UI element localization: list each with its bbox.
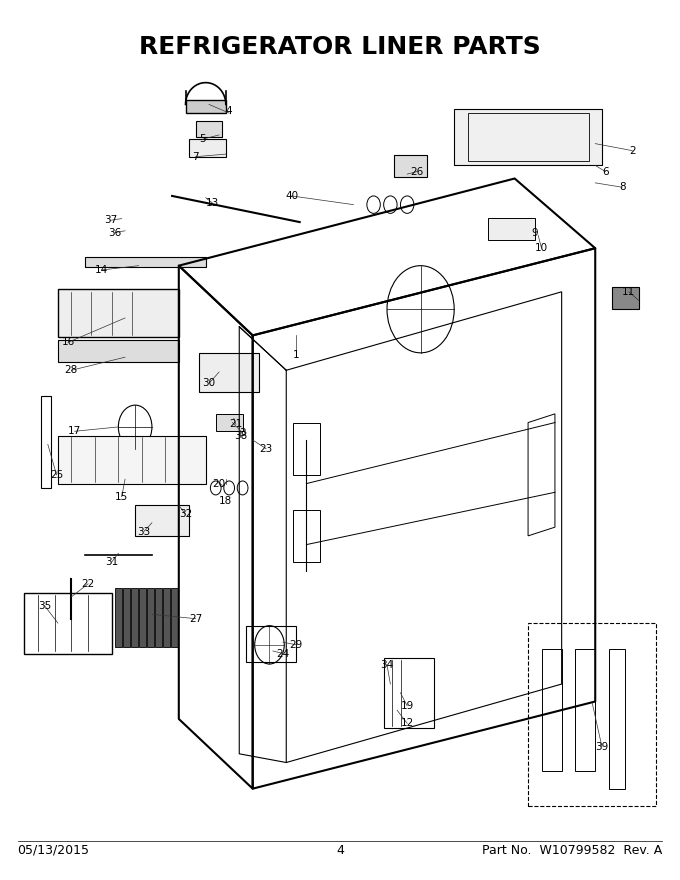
Text: 25: 25 — [50, 470, 63, 480]
Text: 27: 27 — [189, 613, 202, 624]
Text: 38: 38 — [234, 430, 248, 441]
Text: 19: 19 — [401, 700, 414, 711]
Bar — [196, 121, 222, 136]
Text: 4: 4 — [336, 844, 344, 856]
Text: 9: 9 — [532, 228, 538, 238]
Text: 22: 22 — [82, 579, 95, 589]
Text: 17: 17 — [68, 426, 82, 436]
Bar — [58, 290, 179, 337]
Bar — [394, 155, 427, 177]
Bar — [468, 114, 588, 161]
Text: 37: 37 — [103, 216, 117, 225]
Bar — [189, 139, 226, 157]
Text: 6: 6 — [602, 166, 609, 177]
Bar — [384, 658, 434, 728]
Bar — [199, 353, 259, 392]
Text: 7: 7 — [192, 151, 199, 162]
Text: 20: 20 — [213, 479, 226, 488]
Text: 26: 26 — [411, 166, 424, 177]
Text: 05/13/2015: 05/13/2015 — [18, 844, 90, 856]
Text: 10: 10 — [535, 243, 548, 253]
Bar — [115, 588, 122, 648]
Text: 1: 1 — [293, 349, 300, 360]
Bar — [131, 588, 138, 648]
Bar — [612, 288, 639, 309]
Bar — [609, 649, 626, 788]
Text: 14: 14 — [95, 265, 108, 275]
Text: 13: 13 — [206, 198, 219, 208]
Text: 33: 33 — [137, 526, 150, 537]
Text: 39: 39 — [595, 742, 609, 752]
Bar — [454, 109, 602, 165]
Bar — [58, 340, 179, 362]
Bar — [58, 436, 205, 484]
Text: 30: 30 — [203, 378, 216, 388]
Text: Part No.  W10799582  Rev. A: Part No. W10799582 Rev. A — [482, 844, 662, 856]
Bar — [488, 217, 534, 239]
Bar — [24, 592, 112, 654]
Bar — [293, 510, 320, 562]
Bar — [139, 588, 146, 648]
Bar — [135, 505, 189, 536]
Bar — [216, 414, 243, 431]
Text: 31: 31 — [105, 557, 118, 567]
Text: 16: 16 — [61, 337, 75, 348]
Text: 21: 21 — [229, 419, 243, 429]
Text: 3: 3 — [239, 428, 246, 438]
Text: 28: 28 — [65, 365, 78, 375]
Bar — [186, 100, 226, 114]
Text: 32: 32 — [179, 510, 192, 519]
Text: 23: 23 — [260, 444, 273, 454]
Bar — [575, 649, 595, 771]
Bar — [246, 626, 296, 663]
Bar — [155, 588, 162, 648]
Text: 18: 18 — [219, 496, 233, 506]
Text: 35: 35 — [38, 601, 51, 611]
Bar — [171, 588, 178, 648]
Text: 12: 12 — [401, 718, 414, 729]
Bar — [85, 257, 205, 268]
Text: 4: 4 — [226, 106, 233, 115]
Text: 34: 34 — [380, 660, 394, 670]
Bar — [541, 649, 562, 771]
Bar — [41, 396, 51, 488]
Bar — [123, 588, 130, 648]
Bar — [148, 588, 154, 648]
Text: 8: 8 — [619, 182, 626, 192]
Text: 24: 24 — [276, 649, 290, 658]
Bar — [163, 588, 170, 648]
Text: 15: 15 — [115, 492, 129, 502]
Text: 29: 29 — [290, 640, 303, 649]
Text: 11: 11 — [622, 287, 635, 297]
Text: REFRIGERATOR LINER PARTS: REFRIGERATOR LINER PARTS — [139, 34, 541, 59]
Text: 36: 36 — [108, 228, 122, 238]
Bar — [293, 422, 320, 475]
Text: 40: 40 — [285, 191, 299, 201]
Text: 5: 5 — [199, 135, 205, 144]
Text: 2: 2 — [629, 145, 636, 156]
